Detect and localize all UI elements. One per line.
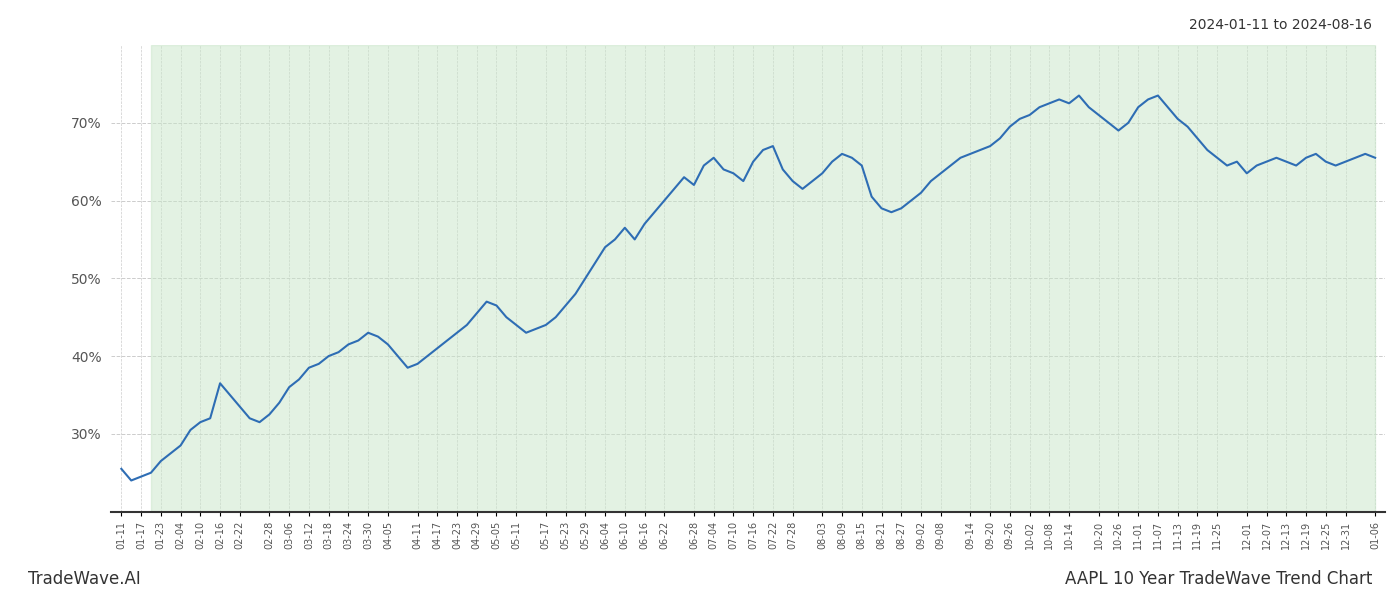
Bar bbox=[151, 45, 1375, 512]
Text: 2024-01-11 to 2024-08-16: 2024-01-11 to 2024-08-16 bbox=[1189, 18, 1372, 32]
Text: AAPL 10 Year TradeWave Trend Chart: AAPL 10 Year TradeWave Trend Chart bbox=[1064, 570, 1372, 588]
Text: TradeWave.AI: TradeWave.AI bbox=[28, 570, 141, 588]
